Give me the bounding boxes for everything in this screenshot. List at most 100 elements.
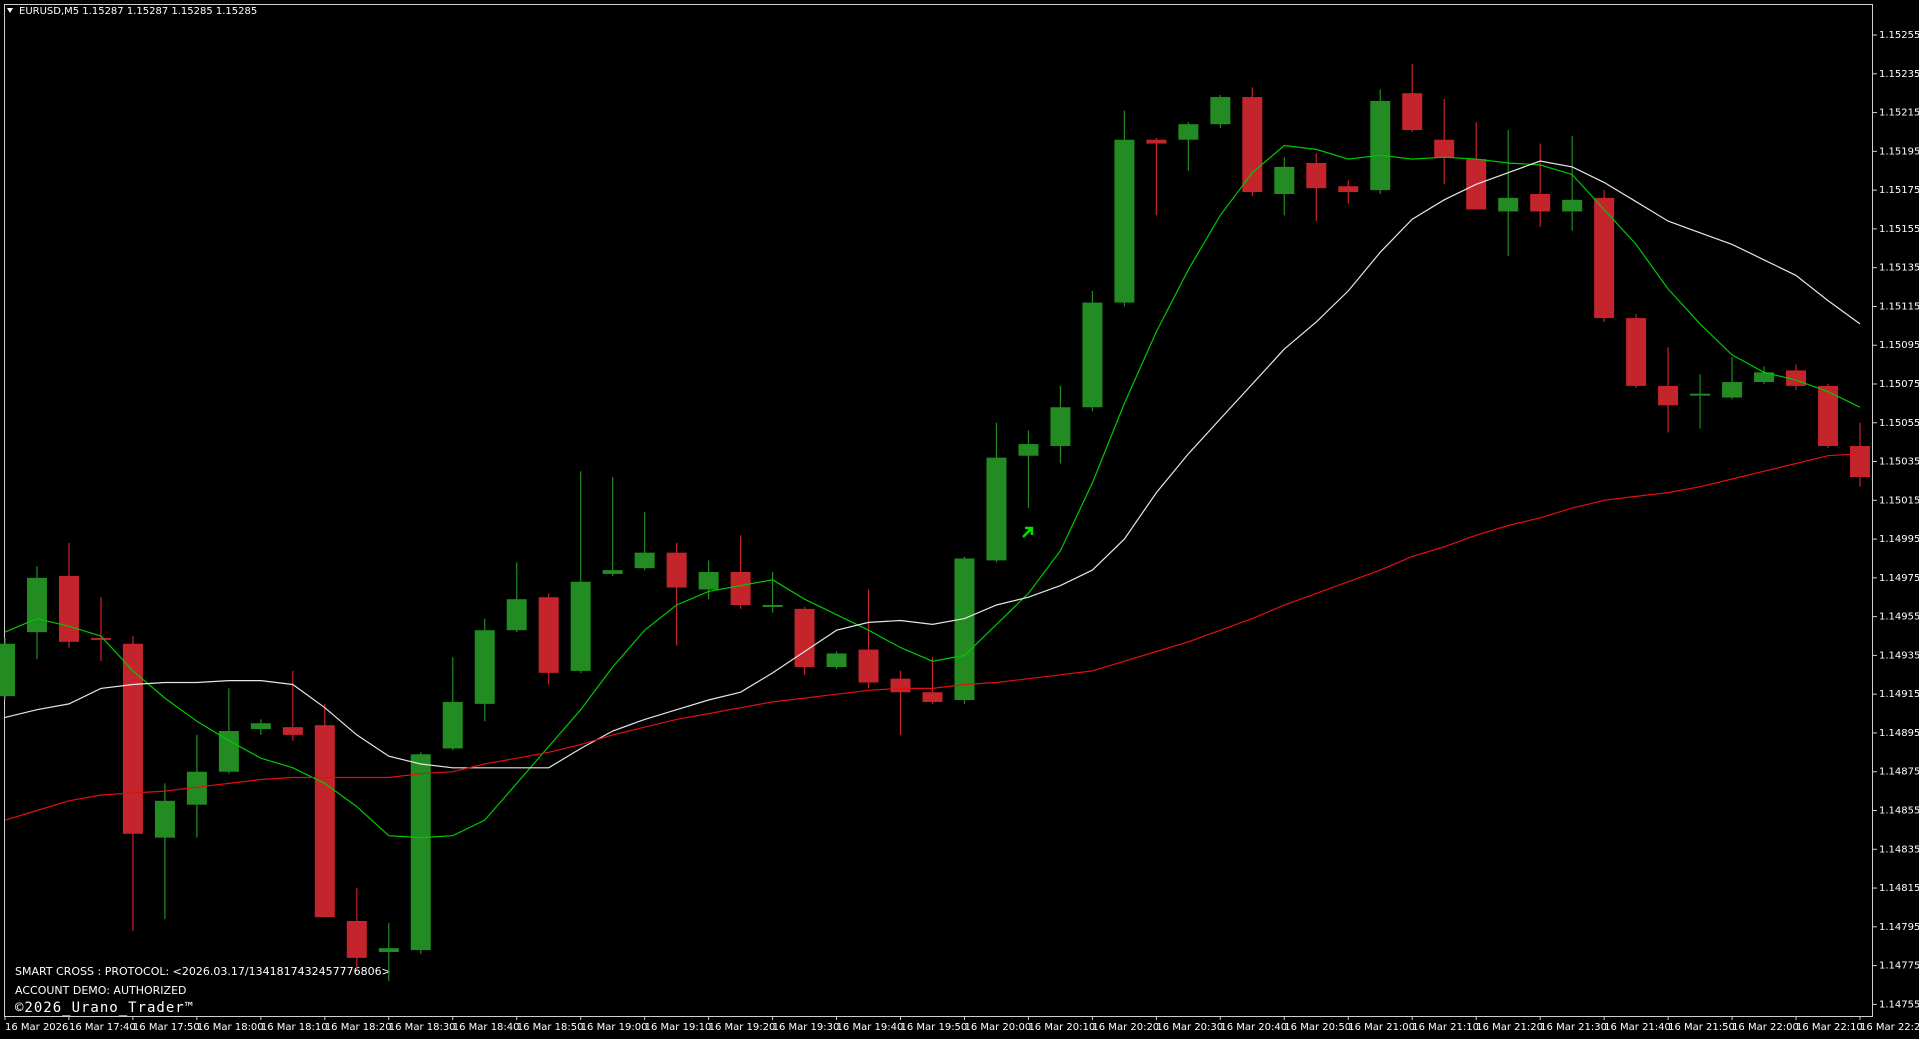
y-tick-label: 1.15115 [1879,301,1919,312]
y-tick-label: 1.14855 [1879,805,1919,816]
y-tick-label: 1.15075 [1879,379,1919,390]
candle-body [1594,197,1615,319]
account-label: ACCOUNT DEMO: AUTHORIZED [15,984,187,997]
candle-body [1338,186,1359,193]
x-tick-label: 16 Mar 20:30 [1156,1022,1223,1033]
candle-body [0,643,15,697]
candle-body [1370,100,1391,191]
x-tick-label: 16 Mar 21:50 [1668,1022,1735,1033]
candle-body [218,731,239,772]
x-tick-label: 16 Mar 19:30 [773,1022,840,1033]
x-tick-label: 16 Mar 2026 [5,1022,68,1033]
y-tick-label: 1.14935 [1879,650,1919,661]
y-tick-label: 1.14835 [1879,844,1919,855]
x-tick-label: 16 Mar 21:40 [1604,1022,1671,1033]
y-tick-label: 1.15215 [1879,108,1919,119]
candle-body [506,599,527,631]
candle-body [186,771,207,805]
x-tick-label: 16 Mar 18:20 [325,1022,392,1033]
candle-body [282,727,303,735]
candle-body [890,678,911,693]
candle-body [698,572,719,590]
candle-body [922,692,943,702]
candle-body [1178,124,1199,140]
menu-triangle[interactable] [7,8,13,13]
x-tick-label: 16 Mar 20:10 [1028,1022,1095,1033]
x-tick-label: 16 Mar 21:30 [1540,1022,1607,1033]
y-tick-label: 1.15035 [1879,457,1919,468]
marks [0,64,1870,982]
candle-body [666,552,687,588]
y-tick-label: 1.15255 [1879,30,1919,41]
candle-body [986,457,1007,561]
candle-body [1114,139,1135,303]
y-tick-label: 1.14915 [1879,689,1919,700]
candle-body [570,581,591,671]
x-tick-label: 16 Mar 20:00 [964,1022,1031,1033]
y-tick-label: 1.15155 [1879,224,1919,235]
candle-body [442,701,463,749]
candle-body [794,608,815,668]
x-tick-label: 16 Mar 19:00 [581,1022,648,1033]
candle-body [154,800,175,838]
x-tick-label: 16 Mar 21:10 [1412,1022,1479,1033]
candle-body [1658,385,1679,406]
candle-body [1018,444,1039,456]
x-tick-label: 16 Mar 20:40 [1220,1022,1287,1033]
candle-body [1274,166,1295,194]
y-tick-label: 1.14875 [1879,767,1919,778]
y-tick-label: 1.15015 [1879,495,1919,506]
candle-body [1402,93,1423,131]
x-tick-label: 16 Mar 22:10 [1796,1022,1863,1033]
copyright-label: ©2026_Urano_Trader™ [15,1000,194,1016]
y-tick-label: 1.14975 [1879,573,1919,584]
candle-body [26,577,47,633]
y-tick-label: 1.14955 [1879,612,1919,623]
candle-body [1754,372,1775,383]
moving-average [4,144,1861,839]
candle-body [1626,318,1647,386]
x-tick-label: 16 Mar 21:20 [1476,1022,1543,1033]
candle-body [1082,302,1103,408]
x-tick-label: 16 Mar 18:30 [389,1022,456,1033]
x-tick-label: 16 Mar 22:20 [1860,1022,1919,1033]
chart-title: EURUSD,M5 1.15287 1.15287 1.15285 1.1528… [19,6,257,17]
y-tick-label: 1.15135 [1879,263,1919,274]
x-tick-label: 16 Mar 20:50 [1284,1022,1351,1033]
candle-body [730,572,751,605]
candle-body [474,630,495,704]
x-tick-label: 16 Mar 22:00 [1732,1022,1799,1033]
candle-body [1498,197,1519,212]
y-tick-label: 1.15195 [1879,146,1919,157]
x-tick-label: 16 Mar 19:40 [837,1022,904,1033]
candle-body [602,570,623,574]
x-tick-label: 16 Mar 20:20 [1092,1022,1159,1033]
plot-frame [4,4,1873,1017]
candle-body [1242,97,1263,193]
y-tick-label: 1.14795 [1879,922,1919,933]
candle-body [634,552,655,569]
candle-body [858,649,879,683]
candle-body [1690,393,1711,396]
candle-body [410,754,431,951]
candle-body [826,653,847,668]
candle-body [122,643,143,834]
candle-body [1562,199,1583,212]
candle-body [378,948,399,953]
candle-body [1146,139,1167,144]
candle-body [1434,139,1455,158]
x-tick-label: 16 Mar 21:00 [1348,1022,1415,1033]
candle-body [954,558,975,700]
candle-body [538,597,559,673]
candle-body [1050,407,1071,447]
y-tick-label: 1.15175 [1879,185,1919,196]
protocol-label: SMART CROSS : PROTOCOL: <2026.03.17/1341… [15,965,391,978]
candle-body [1850,446,1870,478]
y-tick-label: 1.14775 [1879,961,1919,972]
x-tick-label: 16 Mar 18:10 [261,1022,328,1033]
x-tick-label: 16 Mar 19:20 [709,1022,776,1033]
y-tick-label: 1.14995 [1879,534,1919,545]
